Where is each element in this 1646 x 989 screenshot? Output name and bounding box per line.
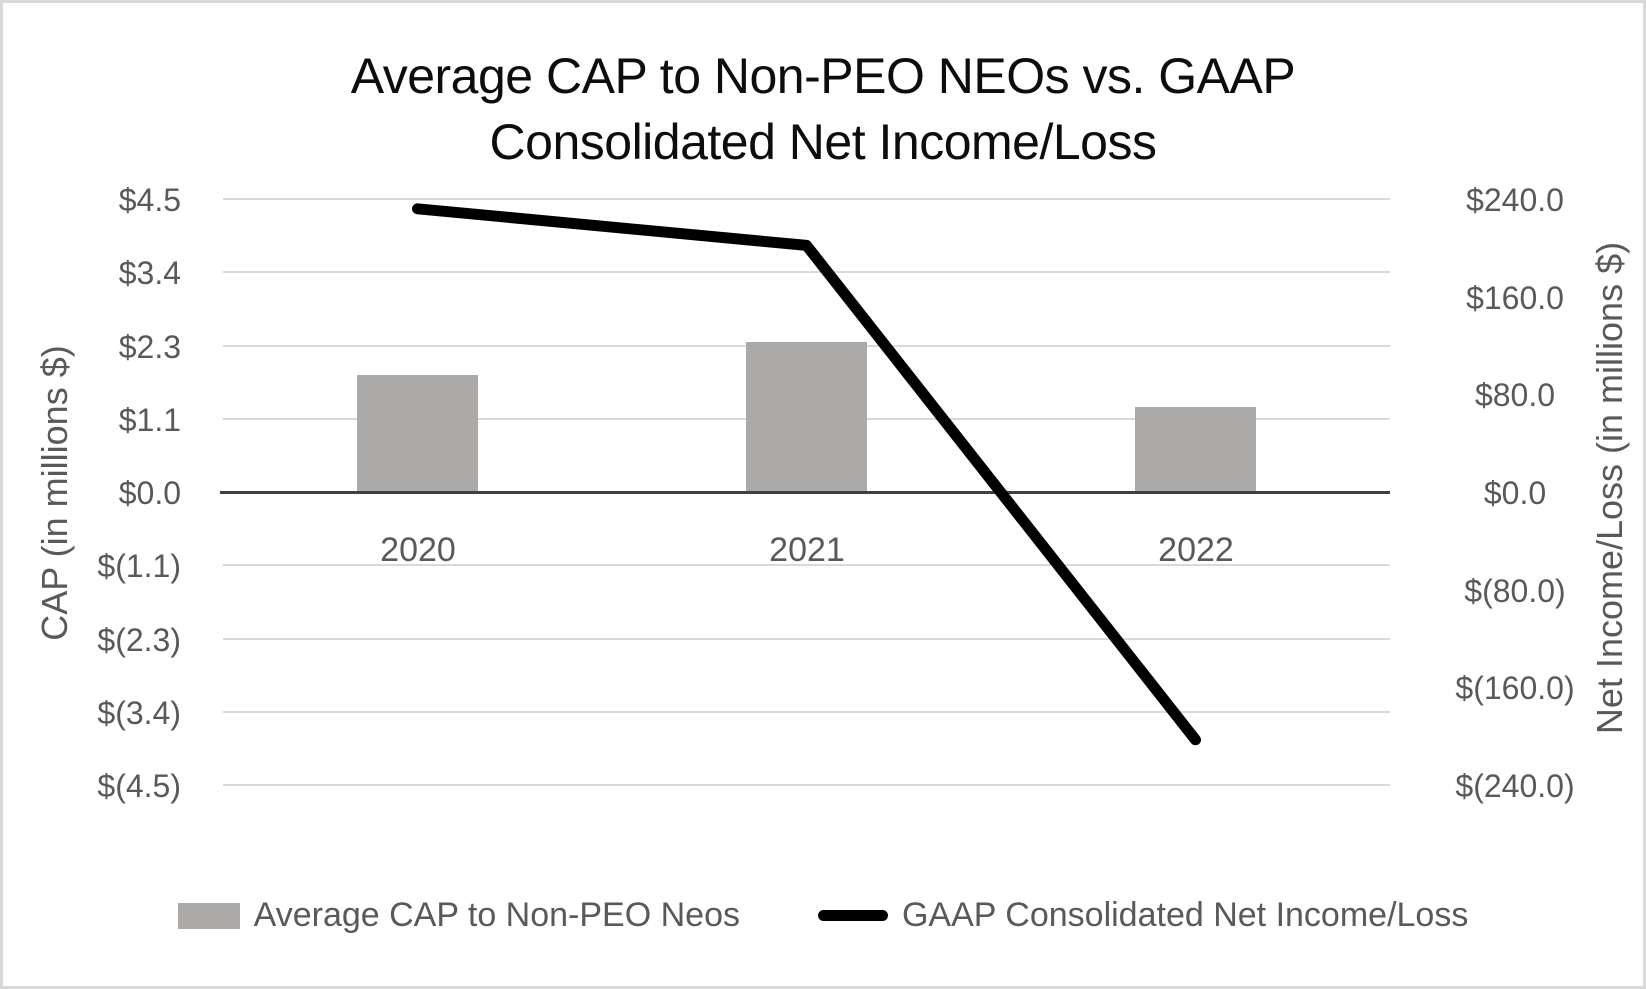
legend-label-average-cap: Average CAP to Non-PEO Neos xyxy=(253,896,740,934)
legend-label-net-income: GAAP Consolidated Net Income/Loss xyxy=(901,896,1469,934)
chart-title: Average CAP to Non-PEO NEOs vs. GAAP Con… xyxy=(3,43,1643,175)
bar-legend-swatch xyxy=(177,902,240,929)
left-axis-tick-label: $1.1 xyxy=(118,401,181,438)
chart-title-line-2: Consolidated Net Income/Loss xyxy=(489,114,1157,170)
left-axis-tick-label: $3.4 xyxy=(118,255,181,292)
right-axis-tick-label: $0.0 xyxy=(1483,475,1547,511)
right-axis-tick-label: $80.0 xyxy=(1474,377,1556,414)
left-axis-tick-label: $4.5 xyxy=(118,182,181,218)
legend-item-average-cap: Average CAP to Non-PEO Neos xyxy=(177,896,740,935)
right-axis-tick-label: $(80.0) xyxy=(1464,572,1566,609)
line-legend-swatch xyxy=(817,910,888,921)
cap-bar-2021 xyxy=(746,342,867,492)
zero-axis-line xyxy=(220,491,1390,494)
left-axis-tick-label: $(1.1) xyxy=(97,548,181,585)
x-axis-label-2022: 2022 xyxy=(1158,531,1234,569)
gridline xyxy=(223,784,1390,786)
left-axis-tick-label: $(4.5) xyxy=(97,768,181,804)
legend: Average CAP to Non-PEO Neos GAAP Consoli… xyxy=(3,896,1643,935)
x-axis-label-2020: 2020 xyxy=(380,531,456,569)
x-axis-label-2021: 2021 xyxy=(769,531,845,569)
gridline xyxy=(223,710,1390,713)
right-axis-tick-label: $(240.0) xyxy=(1455,768,1575,804)
chart-title-line-1: Average CAP to Non-PEO NEOs vs. GAAP xyxy=(350,48,1296,104)
left-axis-tick-label: $(3.4) xyxy=(97,694,181,731)
gridline xyxy=(223,198,1390,200)
right-axis-tick-label: $(160.0) xyxy=(1455,670,1575,707)
left-axis-tick-label: $0.0 xyxy=(118,475,181,511)
left-axis-tick-label: $2.3 xyxy=(118,328,181,365)
left-axis-tick-label: $(2.3) xyxy=(97,621,181,658)
legend-item-net-income: GAAP Consolidated Net Income/Loss xyxy=(817,896,1469,935)
cap-bar-2020 xyxy=(357,375,478,492)
gridline xyxy=(223,637,1390,640)
right-axis-tick-label: $240.0 xyxy=(1466,182,1564,218)
right-axis-tick-label: $160.0 xyxy=(1466,279,1564,316)
gridline xyxy=(223,271,1390,274)
cap-bar-2022 xyxy=(1135,407,1256,492)
